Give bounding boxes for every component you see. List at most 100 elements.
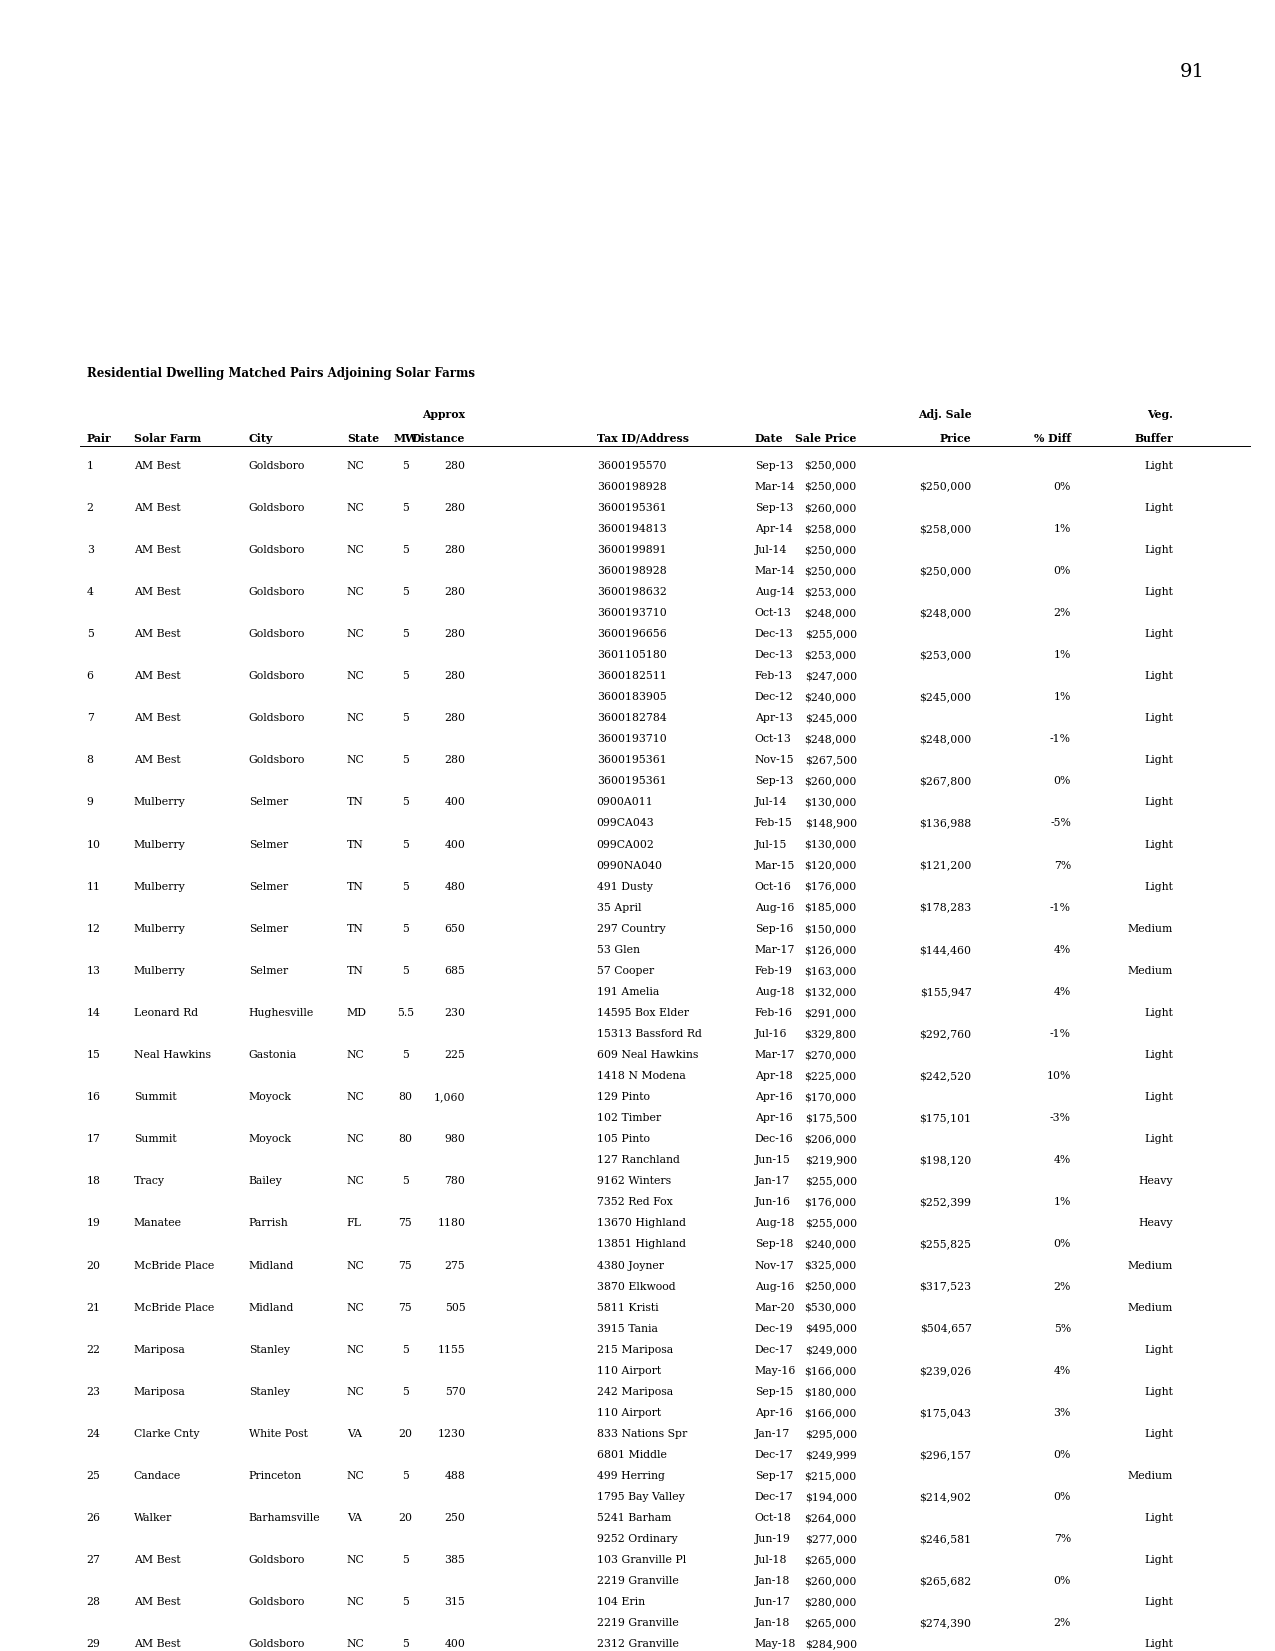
Text: AM Best: AM Best: [134, 713, 181, 723]
Text: 7%: 7%: [1053, 1534, 1071, 1544]
Text: Walker: Walker: [134, 1512, 172, 1524]
Text: 280: 280: [445, 629, 465, 639]
Text: Feb-16: Feb-16: [755, 1007, 793, 1019]
Text: $250,000: $250,000: [919, 482, 972, 492]
Text: 5: 5: [402, 1344, 409, 1355]
Text: 2%: 2%: [1053, 1618, 1071, 1628]
Text: Dec-13: Dec-13: [755, 650, 793, 660]
Text: NC: NC: [347, 504, 365, 513]
Text: $253,000: $253,000: [805, 588, 857, 598]
Text: 13851 Highland: 13851 Highland: [597, 1240, 686, 1250]
Text: White Post: White Post: [249, 1428, 307, 1440]
Text: Sale Price: Sale Price: [796, 433, 857, 444]
Text: Neal Hawkins: Neal Hawkins: [134, 1050, 210, 1060]
Text: Jul-16: Jul-16: [755, 1029, 787, 1038]
Text: $130,000: $130,000: [805, 797, 857, 807]
Text: Mulberry: Mulberry: [134, 882, 186, 892]
Text: 280: 280: [445, 756, 465, 766]
Text: 5: 5: [402, 1387, 409, 1397]
Text: 5.5: 5.5: [397, 1007, 414, 1019]
Text: Goldsboro: Goldsboro: [249, 588, 305, 598]
Text: 4%: 4%: [1053, 987, 1071, 997]
Text: 099CA043: 099CA043: [597, 819, 654, 829]
Text: Selmer: Selmer: [249, 797, 288, 807]
Text: 3600182511: 3600182511: [597, 672, 667, 682]
Text: 5: 5: [402, 588, 409, 598]
Text: $194,000: $194,000: [805, 1493, 857, 1502]
Text: 385: 385: [445, 1555, 465, 1565]
Text: 1%: 1%: [1053, 523, 1071, 533]
Text: Goldsboro: Goldsboro: [249, 545, 305, 555]
Text: $280,000: $280,000: [805, 1598, 857, 1608]
Text: 2219 Granville: 2219 Granville: [597, 1577, 678, 1587]
Text: Stanley: Stanley: [249, 1387, 289, 1397]
Text: 57 Cooper: 57 Cooper: [597, 966, 654, 976]
Text: 75: 75: [399, 1303, 412, 1313]
Text: Candace: Candace: [134, 1471, 181, 1481]
Text: Date: Date: [755, 433, 783, 444]
Text: 315: 315: [445, 1598, 465, 1608]
Text: Jul-15: Jul-15: [755, 839, 787, 850]
Text: Sep-13: Sep-13: [755, 504, 793, 513]
Text: 15: 15: [87, 1050, 101, 1060]
Text: Light: Light: [1144, 839, 1173, 850]
Text: Light: Light: [1144, 1512, 1173, 1524]
Text: 5: 5: [402, 1639, 409, 1649]
Text: Mar-17: Mar-17: [755, 944, 796, 954]
Text: 4%: 4%: [1053, 944, 1071, 954]
Text: 3600183905: 3600183905: [597, 692, 667, 702]
Text: Apr-16: Apr-16: [755, 1093, 793, 1103]
Text: Oct-18: Oct-18: [755, 1512, 792, 1524]
Text: 9162 Winters: 9162 Winters: [597, 1176, 671, 1187]
Text: Dec-13: Dec-13: [755, 629, 793, 639]
Text: 5: 5: [402, 756, 409, 766]
Text: McBride Place: McBride Place: [134, 1303, 214, 1313]
Text: 11: 11: [87, 882, 101, 892]
Text: NC: NC: [347, 1598, 365, 1608]
Text: 5: 5: [402, 839, 409, 850]
Text: NC: NC: [347, 1344, 365, 1355]
Text: Mulberry: Mulberry: [134, 797, 186, 807]
Text: 280: 280: [445, 504, 465, 513]
Text: 3600193710: 3600193710: [597, 735, 667, 745]
Text: Light: Light: [1144, 713, 1173, 723]
Text: 6: 6: [87, 672, 93, 682]
Text: Buffer: Buffer: [1135, 433, 1173, 444]
Text: Apr-18: Apr-18: [755, 1071, 793, 1081]
Text: 5: 5: [402, 672, 409, 682]
Text: Light: Light: [1144, 504, 1173, 513]
Text: Goldsboro: Goldsboro: [249, 1598, 305, 1608]
Text: $120,000: $120,000: [805, 860, 857, 870]
Text: Dec-17: Dec-17: [755, 1344, 793, 1355]
Text: NC: NC: [347, 1471, 365, 1481]
Text: $255,000: $255,000: [805, 1218, 857, 1228]
Text: Light: Light: [1144, 1344, 1173, 1355]
Text: 3600195570: 3600195570: [597, 461, 667, 471]
Text: $248,000: $248,000: [805, 608, 857, 617]
Text: Dec-17: Dec-17: [755, 1493, 793, 1502]
Text: TN: TN: [347, 797, 363, 807]
Text: $260,000: $260,000: [805, 1577, 857, 1587]
Text: $225,000: $225,000: [805, 1071, 857, 1081]
Text: 3600195361: 3600195361: [597, 776, 667, 786]
Text: NC: NC: [347, 588, 365, 598]
Text: Tax ID/Address: Tax ID/Address: [597, 433, 688, 444]
Text: Jun-16: Jun-16: [755, 1197, 790, 1207]
Text: Princeton: Princeton: [249, 1471, 302, 1481]
Text: $206,000: $206,000: [805, 1134, 857, 1144]
Text: Aug-14: Aug-14: [755, 588, 794, 598]
Text: Barhamsville: Barhamsville: [249, 1512, 320, 1524]
Text: -1%: -1%: [1051, 903, 1071, 913]
Text: Residential Dwelling Matched Pairs Adjoining Solar Farms: Residential Dwelling Matched Pairs Adjoi…: [87, 367, 474, 380]
Text: $121,200: $121,200: [919, 860, 972, 870]
Text: NC: NC: [347, 545, 365, 555]
Text: $329,800: $329,800: [805, 1029, 857, 1038]
Text: 400: 400: [445, 797, 465, 807]
Text: $504,657: $504,657: [919, 1324, 972, 1334]
Text: $250,000: $250,000: [805, 482, 857, 492]
Text: Jan-18: Jan-18: [755, 1577, 790, 1587]
Text: 6801 Middle: 6801 Middle: [597, 1450, 667, 1459]
Text: $260,000: $260,000: [805, 776, 857, 786]
Text: Light: Light: [1144, 1639, 1173, 1649]
Text: Dec-16: Dec-16: [755, 1134, 793, 1144]
